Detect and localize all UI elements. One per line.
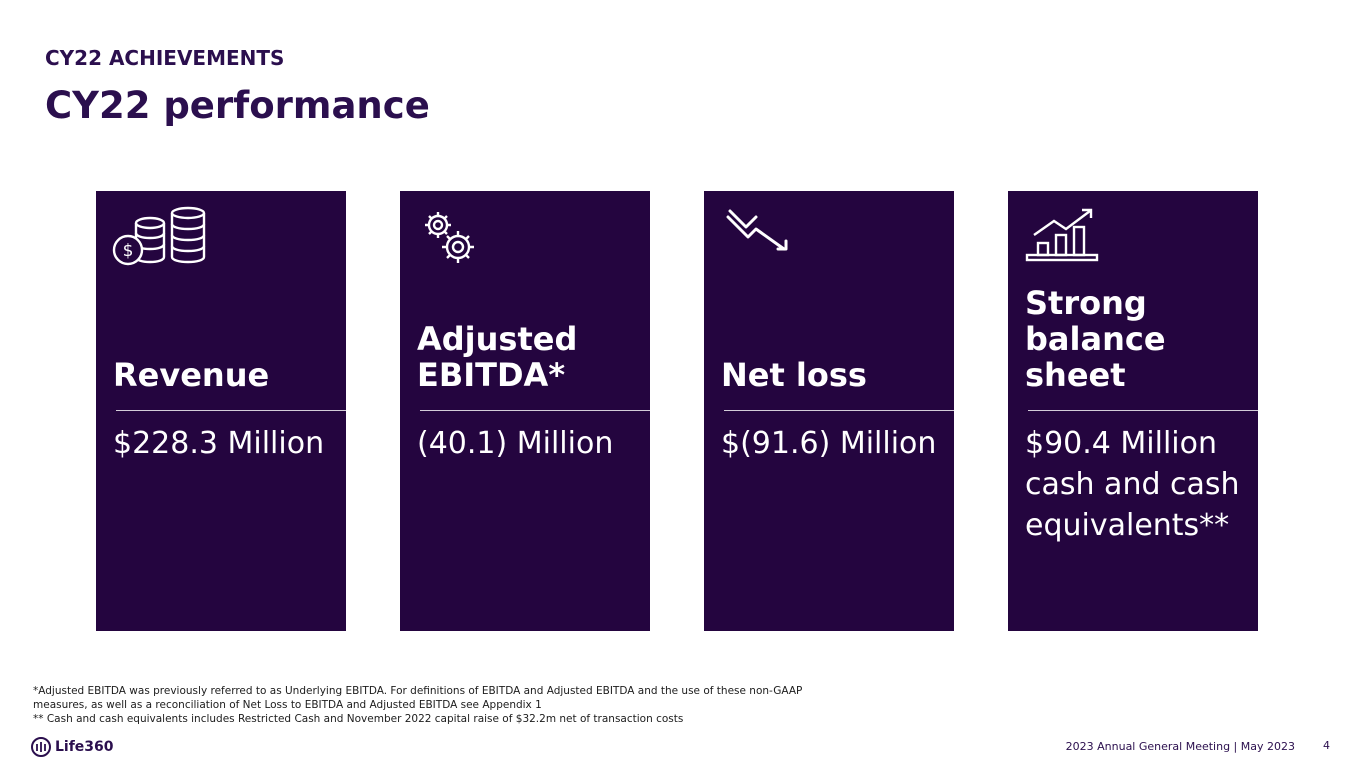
- footnote-line: *Adjusted EBITDA was previously referred…: [33, 685, 803, 697]
- footnotes: *Adjusted EBITDA was previously referred…: [33, 684, 833, 726]
- section-eyebrow: CY22 ACHIEVEMENTS: [45, 46, 285, 70]
- card-divider: [724, 410, 954, 411]
- card-label: Adjusted EBITDA*: [417, 320, 578, 394]
- footnote-line: ** Cash and cash equivalents includes Re…: [33, 713, 684, 725]
- card-divider: [420, 410, 650, 411]
- footer-meeting-text: 2023 Annual General Meeting | May 2023: [1065, 740, 1295, 753]
- card-label: Revenue: [113, 356, 270, 394]
- card-label: Net loss: [721, 356, 867, 394]
- page-number: 4: [1323, 739, 1330, 752]
- card-value: $228.3 Million: [113, 426, 325, 461]
- card-divider: [116, 410, 346, 411]
- card-adjusted-ebitda: Adjusted EBITDA* (40.1) Million: [400, 191, 650, 631]
- card-revenue: $ Revenue $228.3 Million: [96, 191, 346, 631]
- gears-icon: [416, 205, 480, 265]
- card-balance-sheet: Strong balance sheet $90.4 Million cash …: [1008, 191, 1258, 631]
- life360-logo-icon: [31, 737, 51, 757]
- card-value: (40.1) Million: [417, 426, 614, 461]
- page-title: CY22 performance: [45, 84, 430, 127]
- logo-text: Life360: [55, 739, 114, 755]
- card-label: Strong balance sheet: [1025, 284, 1166, 394]
- bar-chart-up-icon: [1024, 205, 1099, 265]
- card-net-loss: Net loss $(91.6) Million: [704, 191, 954, 631]
- card-value: $90.4 Million cash and cash equivalents*…: [1025, 426, 1240, 543]
- footnote-line: measures, as well as a reconciliation of…: [33, 699, 542, 711]
- svg-text:$: $: [123, 241, 134, 261]
- company-logo: Life360: [31, 737, 114, 757]
- coins-stack-icon: $: [112, 205, 206, 266]
- trend-down-icon: [720, 205, 788, 265]
- card-divider: [1028, 410, 1258, 411]
- card-value: $(91.6) Million: [721, 426, 937, 461]
